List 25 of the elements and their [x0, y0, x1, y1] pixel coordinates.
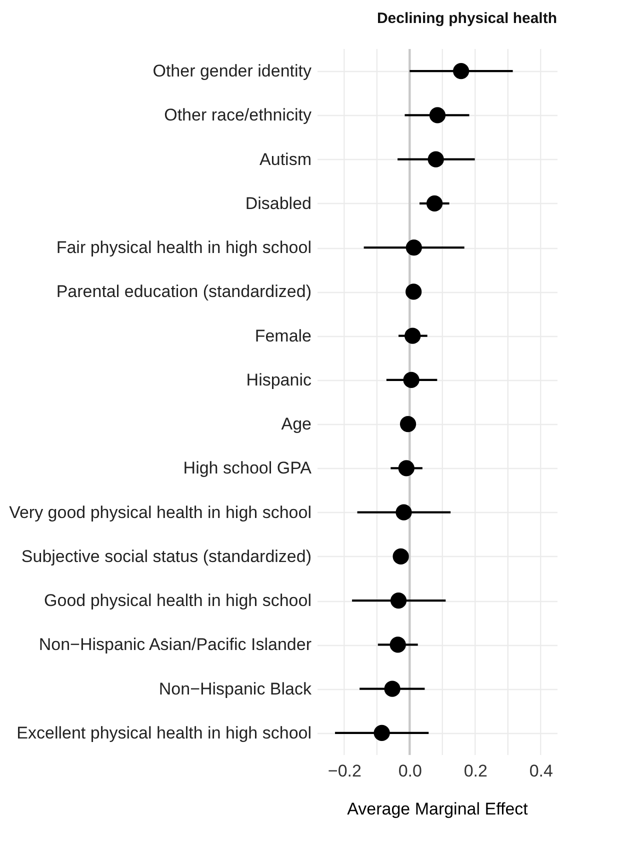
x-tick-label: 0.0 [398, 762, 422, 780]
x-axis-title: Average Marginal Effect [347, 800, 528, 818]
x-tick-label: 0.4 [529, 762, 553, 780]
point [406, 284, 422, 300]
y-tick-label: Very good physical health in high school [9, 502, 312, 522]
point [392, 548, 409, 564]
y-tick-label: Hispanic [246, 370, 312, 390]
x-tick-label: 0.2 [464, 762, 488, 780]
point [400, 416, 416, 432]
y-tick-label: Fair physical health in high school [56, 238, 312, 258]
y-tick-label: Female [254, 326, 312, 346]
y-tick-label: High school GPA [183, 458, 312, 478]
y-tick-label: Subjective social status (standardized) [21, 546, 312, 566]
y-tick-label: Good physical health in high school [44, 591, 312, 610]
y-tick-label: Other race/ethnicity [164, 106, 312, 125]
y-tick-label: Age [281, 414, 312, 434]
chart-title: Declining physical health [376, 10, 557, 27]
y-tick-label: Other gender identity [152, 62, 312, 81]
y-tick-label: Excellent physical health in high school [16, 723, 312, 742]
y-tick-label: Disabled [245, 194, 312, 213]
y-tick-label: Parental education (standardized) [56, 282, 312, 302]
y-tick-label: Autism [260, 150, 312, 169]
y-tick-label: Non−Hispanic Asian/Pacific Islander [38, 635, 312, 654]
x-tick-label: −0.2 [328, 762, 362, 780]
y-tick-label: Non−Hispanic Black [158, 679, 312, 698]
